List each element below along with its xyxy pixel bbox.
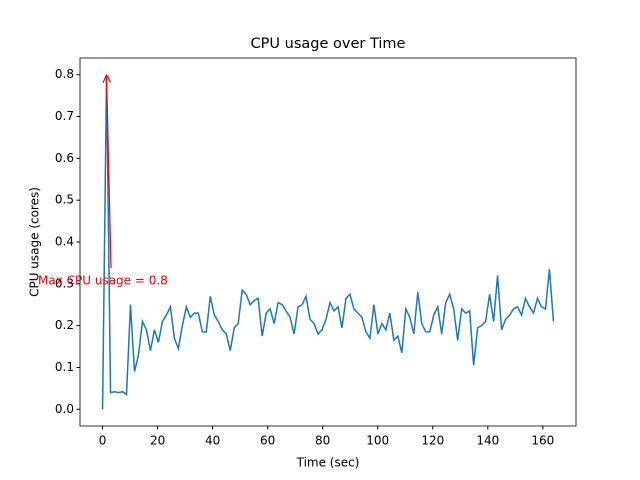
- annotation: Max CPU usage = 0.8: [38, 274, 168, 288]
- y-tick-label: 0.6: [55, 151, 74, 165]
- x-tick-label: 160: [531, 434, 554, 448]
- y-tick-label: 0.4: [55, 235, 74, 249]
- x-tick-label: 140: [476, 434, 499, 448]
- y-tick-label: 0.5: [55, 193, 74, 207]
- y-tick-label: 0.8: [55, 67, 74, 81]
- axes-frame: [79, 57, 577, 427]
- y-tick-label: 0.1: [55, 360, 74, 374]
- x-tick-label: 0: [99, 434, 107, 448]
- x-axis-label: Time (sec): [296, 456, 360, 470]
- x-tick-label: 100: [366, 434, 389, 448]
- y-tick-label: 0.0: [55, 402, 74, 416]
- line: [101, 74, 555, 410]
- x-tick-label: 40: [205, 434, 220, 448]
- annotation-arrow: [105, 75, 112, 269]
- y-tick-label: 0.3: [55, 276, 74, 290]
- x-tick-label: 20: [150, 434, 165, 448]
- y-axis-label: CPU usage (cores): [28, 187, 42, 297]
- annotation-arrowhead: [102, 74, 112, 83]
- x-tick-label: 80: [315, 434, 330, 448]
- x-tick-label: 120: [421, 434, 444, 448]
- y-tick-label: 0.7: [55, 109, 74, 123]
- y-tick-label: 0.2: [55, 318, 74, 332]
- x-tick-label: 60: [260, 434, 275, 448]
- chart-title: CPU usage over Time: [251, 36, 406, 52]
